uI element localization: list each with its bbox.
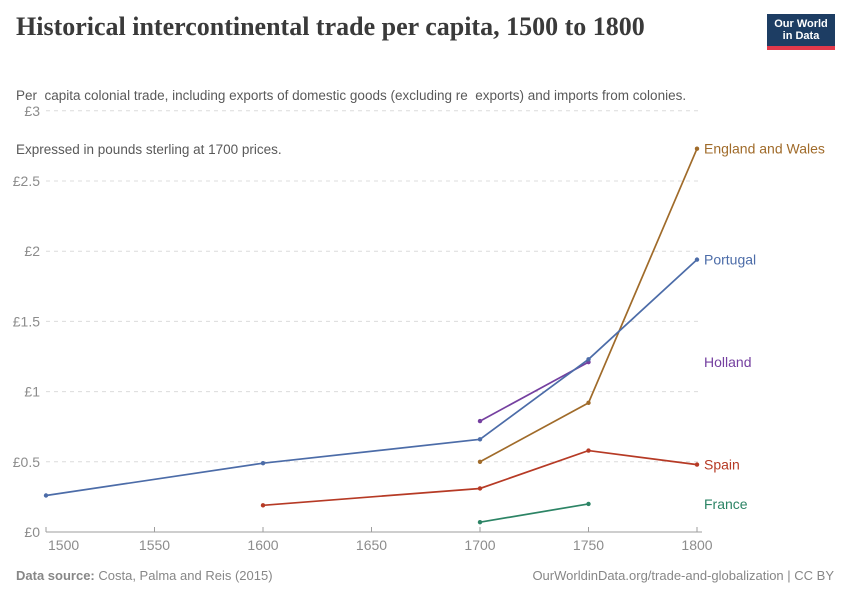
data-point-england-and-wales[interactable] <box>586 400 591 406</box>
series-label-england-and-wales[interactable]: England and Wales <box>704 141 825 157</box>
y-tick-label: £0.5 <box>13 454 40 470</box>
data-source: Data source: Costa, Palma and Reis (2015… <box>16 568 273 583</box>
x-tick-label: 1800 <box>681 537 712 553</box>
x-axis: 1500 1550 1600 1650 1700 1750 1800 <box>45 527 713 553</box>
series-england-and-wales[interactable]: England and Wales <box>477 141 825 464</box>
data-point-portugal[interactable] <box>694 257 700 262</box>
owid-logo-text: Our World in Data <box>774 18 828 42</box>
series-holland[interactable]: Holland <box>477 354 752 424</box>
page-title: Historical intercontinental trade per ca… <box>16 12 645 41</box>
data-point-spain[interactable] <box>586 448 591 453</box>
data-point-france[interactable] <box>477 519 483 525</box>
y-tick-label: £2 <box>24 243 40 259</box>
data-point-spain[interactable] <box>477 486 483 491</box>
y-tick-label: £2.5 <box>13 173 40 189</box>
data-point-holland[interactable] <box>477 418 483 424</box>
data-point-portugal[interactable] <box>260 461 266 466</box>
series-spain[interactable]: Spain <box>260 448 740 508</box>
y-tick-label: £0 <box>24 524 40 540</box>
x-tick-label: 1700 <box>464 537 495 553</box>
x-tick-label: 1600 <box>247 537 278 553</box>
data-point-spain[interactable] <box>260 503 266 508</box>
data-point-france[interactable] <box>586 501 591 507</box>
series-label-spain[interactable]: Spain <box>704 457 740 473</box>
data-point-england-and-wales[interactable] <box>694 146 700 151</box>
y-tick-label: £3 <box>24 103 40 119</box>
y-tick-label: £1.5 <box>13 313 40 329</box>
data-point-spain[interactable] <box>694 462 700 467</box>
series-france[interactable]: France <box>477 496 748 525</box>
x-tick-label: 1550 <box>139 537 170 553</box>
data-source-label: Data source: <box>16 568 95 583</box>
subtitle-line-1: Per capita colonial trade, including exp… <box>16 88 687 103</box>
x-tick-label: 1500 <box>48 537 79 553</box>
series-line-spain[interactable] <box>262 449 698 507</box>
x-tick-label: 1650 <box>356 537 387 553</box>
subtitle-line-2: Expressed in pounds sterling at 1700 pri… <box>16 142 282 157</box>
y-tick-label: £1 <box>24 384 40 400</box>
series-label-portugal[interactable]: Portugal <box>704 252 756 268</box>
series-line-france[interactable] <box>479 503 589 524</box>
series-portugal[interactable]: Portugal <box>43 252 756 498</box>
data-point-portugal[interactable] <box>586 357 591 362</box>
x-tick-label: 1750 <box>573 537 604 553</box>
series-label-holland[interactable]: Holland <box>704 354 751 370</box>
owid-logo: Our World in Data <box>767 14 835 50</box>
y-gridlines <box>46 110 700 463</box>
data-point-england-and-wales[interactable] <box>477 459 483 464</box>
data-point-portugal[interactable] <box>477 437 483 442</box>
series-label-france[interactable]: France <box>704 496 748 512</box>
chart-subtitle: Per capita colonial trade, including exp… <box>16 51 686 195</box>
y-axis-labels: £0 £0.5 £1 £1.5 £2 £2.5 £3 <box>13 103 40 540</box>
data-point-portugal[interactable] <box>43 493 49 498</box>
chart-footer: Data source: Costa, Palma and Reis (2015… <box>16 568 834 583</box>
data-source-value: Costa, Palma and Reis (2015) <box>98 568 273 583</box>
credit-link[interactable]: OurWorldinData.org/trade-and-globalizati… <box>532 568 834 583</box>
